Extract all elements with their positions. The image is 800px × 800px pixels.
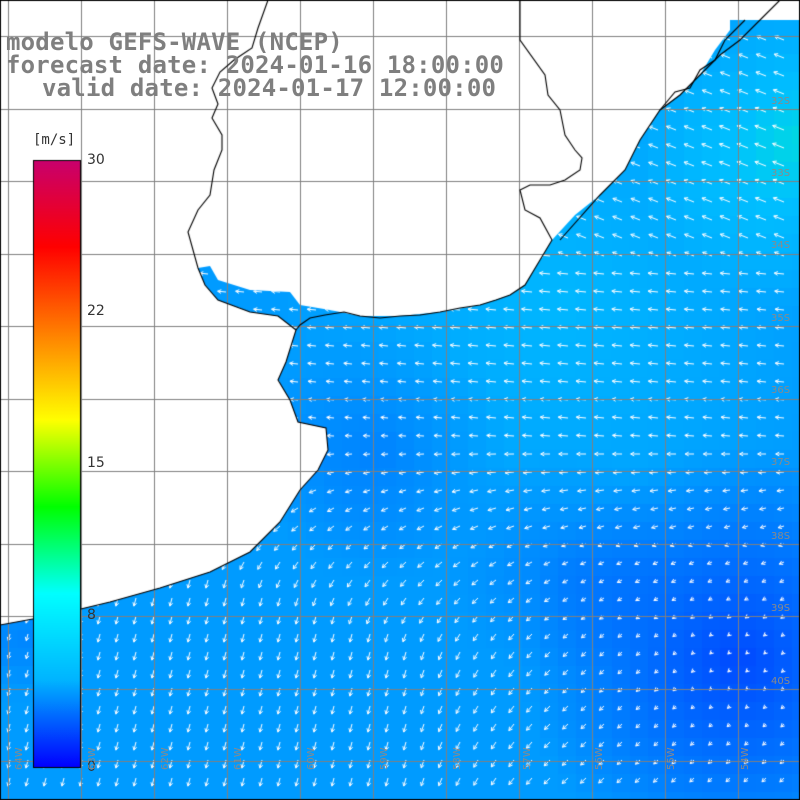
colorbar-tick-0: 0: [87, 759, 96, 775]
lat-label: 38S: [771, 531, 791, 542]
colorbar-tick-22: 22: [87, 303, 105, 319]
lon-label: 60W: [306, 747, 317, 770]
colorbar-units: [m/s]: [33, 132, 76, 148]
colorbar-tick-30: 30: [87, 152, 105, 168]
lon-label: 61W: [233, 747, 244, 770]
lon-label: 58W: [452, 747, 463, 770]
lat-label: 37S: [771, 457, 791, 468]
colorbar-tick-15: 15: [87, 455, 105, 471]
lon-label: 64W: [14, 747, 25, 770]
lat-label: 36S: [771, 385, 791, 396]
lon-label: 54W: [740, 747, 751, 770]
model-title: modelo GEFS-WAVE (NCEP): [6, 28, 343, 56]
lon-label: 59W: [379, 747, 390, 770]
lat-label: 32S: [771, 96, 791, 107]
colorbar-tick-8: 8: [87, 607, 96, 623]
lat-label: 34S: [771, 240, 791, 251]
lon-label: 62W: [160, 747, 171, 770]
lat-label: 39S: [771, 603, 791, 614]
lon-label: 63W: [87, 747, 98, 770]
forecast-date: forecast date: 2024-01-16 18:00:00: [6, 51, 505, 79]
lon-label: 55W: [666, 747, 677, 770]
lat-label: 40S: [771, 676, 791, 687]
lat-label: 35S: [771, 313, 791, 324]
lat-label: 33S: [771, 168, 791, 179]
lon-label: 57W: [522, 747, 533, 770]
valid-date: valid date: 2024-01-17 12:00:00: [42, 74, 497, 102]
lon-label: 56W: [594, 747, 605, 770]
